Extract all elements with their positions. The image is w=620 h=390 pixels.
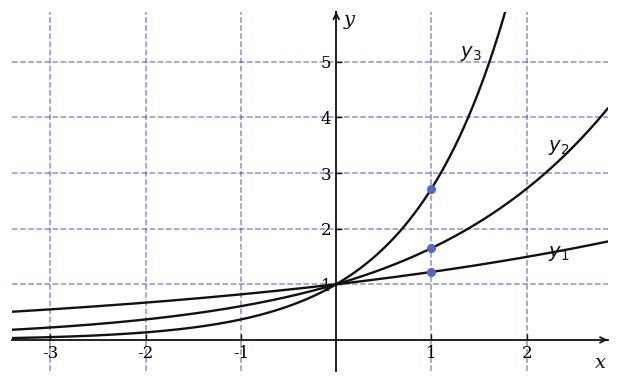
Text: $y_3$: $y_3$ (460, 44, 482, 63)
Text: $y_1$: $y_1$ (547, 244, 569, 263)
Text: y: y (344, 11, 355, 29)
Text: $y_2$: $y_2$ (547, 138, 569, 158)
Text: x: x (595, 354, 606, 372)
